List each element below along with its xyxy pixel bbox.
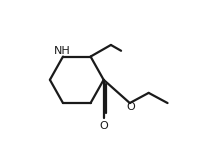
Text: NH: NH (54, 46, 71, 56)
Text: O: O (126, 102, 135, 112)
Text: O: O (99, 121, 108, 131)
